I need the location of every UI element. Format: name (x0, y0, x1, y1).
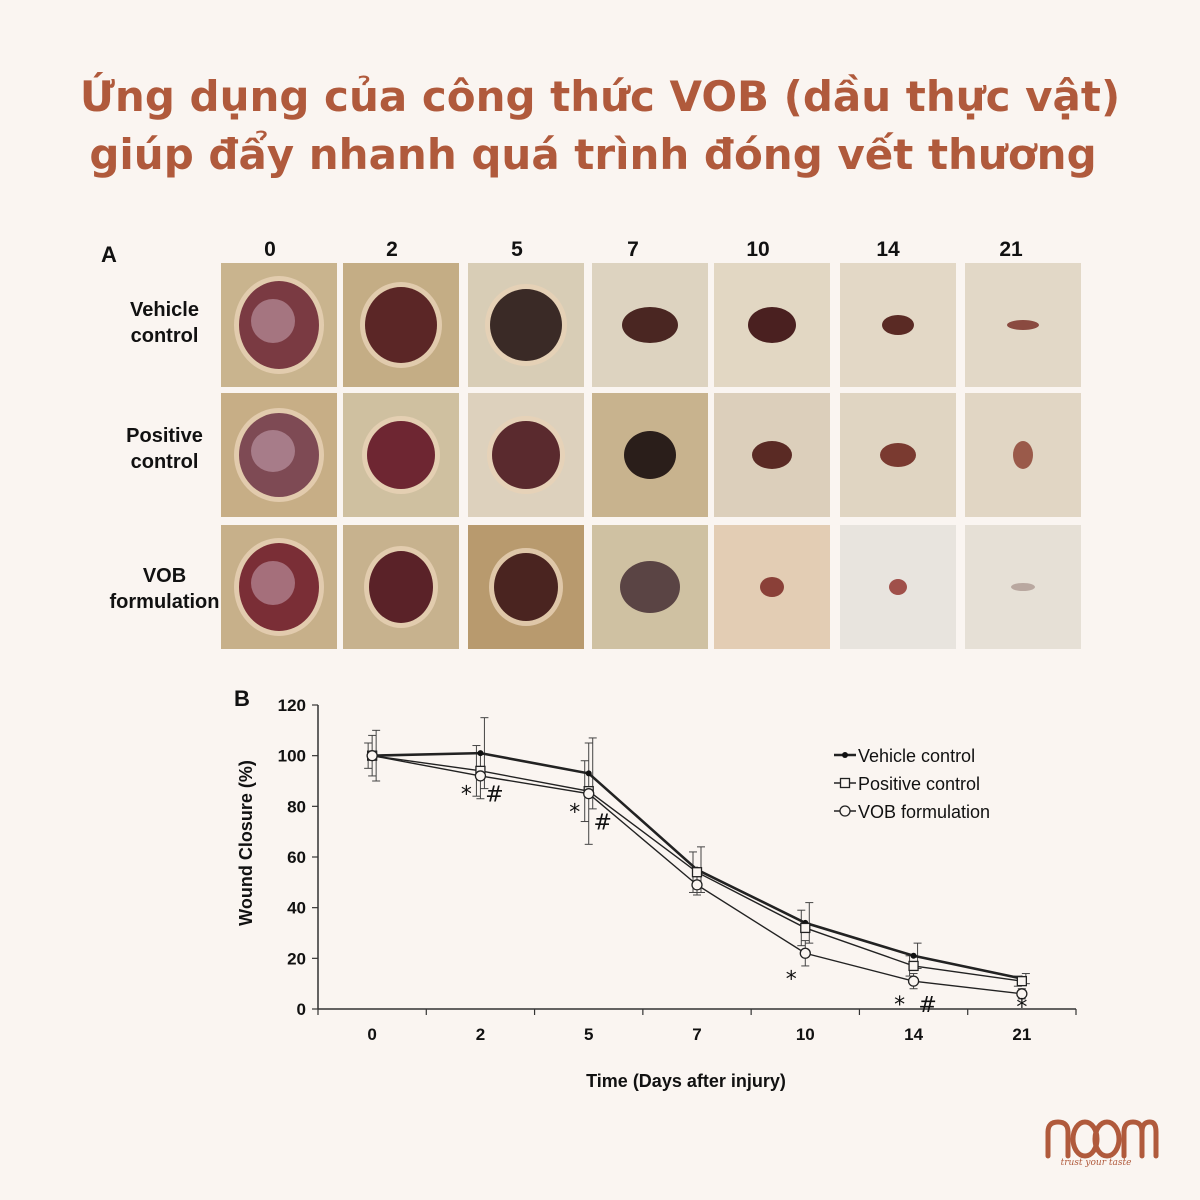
chart-axes: 0 2 5 7 10 14 21 0 20 40 60 80 100 120 Time (Days afte… (236, 696, 1077, 1091)
brand-tagline: trust your taste (1060, 1158, 1132, 1168)
legend-marker (839, 805, 851, 817)
legend-marker (842, 752, 848, 758)
wound-photo (468, 263, 584, 387)
wound-photo (221, 393, 337, 517)
significance-mark: # (485, 783, 503, 808)
x-tick-label: 21 (1012, 1025, 1031, 1044)
day-label: 21 (999, 238, 1023, 261)
data-point (910, 952, 917, 959)
wound-photo (840, 393, 956, 517)
data-point (1016, 975, 1028, 987)
wound-photo (592, 263, 708, 387)
wound-photo (714, 263, 830, 387)
panel-a-label: A (101, 242, 117, 267)
y-tick-label: 0 (297, 1000, 306, 1019)
significance-mark: * (1016, 995, 1027, 1020)
legend-entry: Vehicle control (858, 746, 975, 766)
row-label-line: control (130, 325, 199, 347)
significance-mark: * (461, 783, 472, 808)
row-label-line: VOB (142, 565, 187, 587)
data-point (799, 947, 811, 959)
wound-photo (965, 263, 1081, 387)
y-tick-label: 60 (287, 848, 306, 867)
x-tick-label: 2 (476, 1025, 485, 1044)
wound-photo (221, 525, 337, 649)
y-tick-label: 80 (287, 797, 306, 816)
data-point (477, 750, 484, 757)
significance-mark: * (786, 968, 797, 993)
day-label: 0 (264, 238, 276, 261)
x-tick-label: 7 (692, 1025, 701, 1044)
legend-entry: Positive control (858, 774, 980, 794)
wound-photo (965, 393, 1081, 517)
significance-mark: * (894, 993, 905, 1018)
data-point (1016, 988, 1028, 1000)
row-label-line: Vehicle (130, 299, 199, 321)
data-point (366, 750, 378, 762)
day-label: 5 (511, 238, 523, 261)
x-tick-label: 14 (904, 1025, 923, 1044)
y-tick-label: 40 (287, 899, 306, 918)
legend-entry: VOB formulation (858, 802, 990, 822)
wound-photo (840, 525, 956, 649)
data-point (474, 770, 487, 782)
data-point (908, 960, 919, 972)
wound-photo (468, 393, 584, 517)
wound-photo (714, 393, 830, 517)
significance-annotations: * # * # * * # * (461, 783, 1027, 1021)
day-label: 7 (627, 238, 639, 261)
y-tick-label: 20 (287, 949, 306, 968)
wound-photo (965, 525, 1081, 649)
day-label: 14 (876, 238, 900, 261)
page-title: Ứng dụng của công thức VOB (dầu thực vật… (0, 68, 1200, 184)
legend-marker (839, 777, 851, 789)
x-tick-label: 0 (367, 1025, 376, 1044)
wound-photo (343, 263, 459, 387)
x-tick-label: 10 (796, 1025, 815, 1044)
wound-photo (714, 525, 830, 649)
day-label: 10 (746, 238, 770, 261)
wound-photo (343, 393, 459, 517)
row-label-line: Positive (126, 425, 203, 447)
row-label-vob: VOB formulation (92, 563, 237, 615)
title-line-2: giúp đẩy nhanh quá trình đóng vết thương (89, 130, 1097, 179)
significance-mark: # (918, 993, 936, 1018)
panel-b-label: B (234, 686, 250, 711)
data-point (691, 867, 703, 878)
x-tick-label: 5 (584, 1025, 593, 1044)
row-label-positive: Positive control (92, 423, 237, 475)
x-axis-label: Time (Days after injury) (586, 1071, 786, 1091)
y-tick-label: 120 (278, 696, 306, 715)
wound-photo (343, 525, 459, 649)
data-point (800, 922, 811, 934)
row-label-line: control (130, 451, 199, 473)
significance-mark: * (569, 800, 580, 825)
wound-photo (221, 263, 337, 387)
data-point (583, 788, 595, 800)
wound-photo (592, 393, 708, 517)
y-tick-label: 100 (278, 747, 306, 766)
wound-photo (840, 263, 956, 387)
wound-photo (468, 525, 584, 649)
chart-legend: Vehicle control Positive control VOB formu… (834, 746, 990, 822)
noom-logo (1045, 1119, 1159, 1159)
title-line-1: Ứng dụng của công thức VOB (dầu thực vật… (79, 72, 1121, 121)
data-point (907, 975, 920, 987)
wound-photo (592, 525, 708, 649)
row-label-line: formulation (109, 591, 220, 613)
row-label-vehicle: Vehicle control (92, 297, 237, 349)
y-axis-label: Wound Closure (%) (236, 760, 256, 926)
day-label: 2 (386, 238, 398, 261)
series-markers (366, 750, 1028, 1000)
significance-mark: # (593, 811, 611, 836)
data-point (691, 879, 703, 891)
data-point (585, 770, 592, 777)
